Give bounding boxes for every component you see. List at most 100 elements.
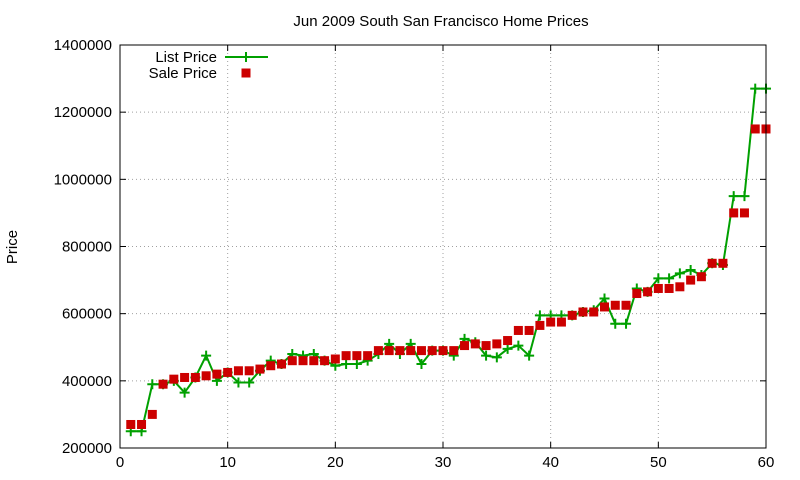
data-point [277, 359, 286, 369]
data-point [610, 300, 620, 310]
y-tick-label: 600000 [62, 306, 112, 323]
data-point [503, 336, 513, 346]
data-point [664, 273, 675, 284]
chart-title: Jun 2009 South San Francisco Home Prices [293, 13, 588, 30]
data-point [427, 346, 437, 356]
data-point [126, 419, 136, 429]
legend-point-swatch [241, 52, 251, 62]
legend-label: List Price [155, 49, 217, 66]
data-point [621, 300, 631, 310]
x-tick-label: 50 [650, 454, 667, 471]
plot-frame [119, 44, 767, 449]
data-point [567, 310, 577, 320]
y-tick-label: 800000 [62, 239, 112, 256]
data-point [341, 359, 352, 370]
axis-ticks: 200000 400000 600000 800000 1000000 1200000 14… [54, 37, 775, 471]
data-point [685, 265, 696, 276]
data-point [352, 351, 362, 361]
data-point [169, 374, 179, 384]
data-point [546, 317, 556, 327]
legend-point-swatch [241, 68, 251, 78]
data-point [589, 307, 599, 317]
data-point [513, 340, 524, 351]
data-point [491, 352, 502, 363]
grid [120, 45, 766, 448]
series-layer [125, 83, 771, 437]
data-point [686, 275, 696, 285]
data-point [535, 320, 545, 330]
data-point [287, 356, 297, 366]
series-line [130, 87, 766, 433]
data-point [233, 366, 243, 376]
data-point [621, 318, 632, 329]
data-point [147, 379, 158, 390]
data-point [351, 359, 362, 370]
data-point [696, 272, 706, 282]
data-point [481, 341, 491, 351]
data-point [481, 350, 492, 361]
x-tick-label: 10 [219, 454, 236, 471]
data-point [729, 208, 739, 218]
x-tick-label: 30 [435, 454, 452, 471]
data-point [750, 83, 761, 94]
data-point [460, 341, 470, 351]
x-tick-label: 0 [116, 454, 124, 471]
data-point [739, 191, 750, 202]
data-point [309, 356, 319, 366]
data-point [180, 372, 190, 382]
y-tick-label: 1200000 [54, 104, 112, 121]
x-tick-label: 40 [542, 454, 559, 471]
data-point [707, 258, 717, 268]
data-point [416, 346, 426, 356]
series-list-price [125, 83, 771, 437]
data-point [643, 287, 653, 297]
y-tick-label: 1400000 [54, 37, 112, 54]
data-point [556, 317, 566, 327]
data-point [320, 356, 330, 366]
data-point [190, 372, 200, 382]
data-point [201, 371, 211, 381]
data-point [147, 409, 157, 419]
data-point [502, 343, 513, 354]
data-point [653, 283, 663, 293]
data-point [179, 387, 190, 398]
data-point [212, 369, 222, 379]
data-point [534, 310, 545, 321]
data-point [201, 350, 212, 361]
y-tick-label: 400000 [62, 373, 112, 390]
data-point [438, 346, 448, 356]
data-point [233, 377, 244, 388]
data-point [492, 339, 502, 349]
series-sale-price [126, 124, 771, 429]
data-point [632, 289, 642, 299]
data-point [416, 359, 427, 370]
data-point [600, 302, 609, 312]
data-point [653, 273, 664, 284]
data-point [513, 325, 523, 335]
legend-label: Sale Price [149, 65, 217, 82]
data-point [244, 366, 254, 376]
data-point [610, 318, 621, 329]
data-point [739, 208, 749, 218]
data-point [384, 346, 394, 356]
y-axis-label: Price [4, 230, 21, 264]
data-point [718, 258, 728, 268]
data-point [330, 354, 340, 364]
data-point [395, 346, 405, 356]
data-point [664, 283, 674, 293]
data-point [223, 367, 233, 377]
data-point [137, 419, 147, 429]
data-point [255, 364, 265, 374]
data-point [750, 124, 760, 134]
x-tick-label: 60 [758, 454, 775, 471]
x-tick-label: 20 [327, 454, 344, 471]
data-point [524, 350, 535, 361]
data-point [599, 293, 610, 304]
data-point [728, 191, 739, 202]
y-tick-label: 1000000 [54, 171, 112, 188]
data-point [449, 346, 459, 356]
data-point [298, 356, 308, 366]
data-point [578, 307, 588, 317]
